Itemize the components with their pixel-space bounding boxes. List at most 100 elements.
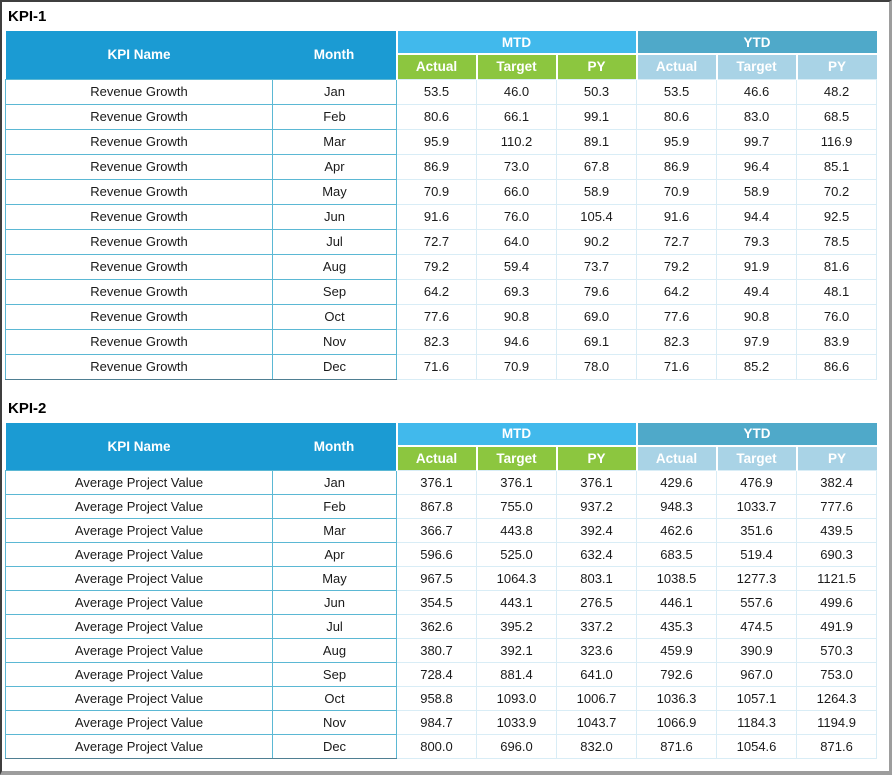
value-cell[interactable]: 67.8 <box>555 153 638 180</box>
value-cell[interactable]: 446.1 <box>636 590 718 615</box>
value-cell[interactable]: 69.3 <box>476 278 557 305</box>
value-cell[interactable]: 69.0 <box>555 303 638 330</box>
value-cell[interactable]: 82.3 <box>636 328 718 355</box>
value-cell[interactable]: 72.7 <box>636 228 718 255</box>
value-cell[interactable]: 443.1 <box>476 590 557 615</box>
value-cell[interactable]: 435.3 <box>636 614 718 639</box>
value-cell[interactable]: 881.4 <box>476 662 557 687</box>
value-cell[interactable]: 95.9 <box>396 128 477 155</box>
value-cell[interactable]: 557.6 <box>716 590 798 615</box>
value-cell[interactable]: 58.9 <box>555 178 638 205</box>
value-cell[interactable]: 96.4 <box>716 153 798 180</box>
month-cell[interactable]: Jun <box>272 204 397 230</box>
value-cell[interactable]: 474.5 <box>716 614 798 639</box>
value-cell[interactable]: 1054.6 <box>716 734 798 759</box>
kpi-name-cell[interactable]: Average Project Value <box>5 686 273 711</box>
value-cell[interactable]: 1064.3 <box>476 566 557 591</box>
value-cell[interactable]: 68.5 <box>796 103 878 130</box>
kpi-name-cell[interactable]: Revenue Growth <box>5 229 273 255</box>
month-cell[interactable]: Feb <box>272 104 397 130</box>
kpi-name-cell[interactable]: Average Project Value <box>5 542 273 567</box>
value-cell[interactable]: 337.2 <box>555 614 638 639</box>
month-cell[interactable]: Apr <box>272 154 397 180</box>
kpi-name-cell[interactable]: Average Project Value <box>5 638 273 663</box>
value-cell[interactable]: 491.9 <box>796 614 878 639</box>
value-cell[interactable]: 753.0 <box>796 662 878 687</box>
value-cell[interactable]: 1038.5 <box>636 566 718 591</box>
month-cell[interactable]: May <box>272 179 397 205</box>
value-cell[interactable]: 800.0 <box>396 734 477 759</box>
value-cell[interactable]: 49.4 <box>716 278 798 305</box>
kpi-name-cell[interactable]: Revenue Growth <box>5 354 273 380</box>
month-cell[interactable]: Jul <box>272 229 397 255</box>
kpi-name-cell[interactable]: Revenue Growth <box>5 304 273 330</box>
value-cell[interactable]: 276.5 <box>555 590 638 615</box>
value-cell[interactable]: 984.7 <box>396 710 477 735</box>
value-cell[interactable]: 48.2 <box>796 78 878 105</box>
value-cell[interactable]: 366.7 <box>396 518 477 543</box>
value-cell[interactable]: 499.6 <box>796 590 878 615</box>
value-cell[interactable]: 867.8 <box>396 494 477 519</box>
value-cell[interactable]: 76.0 <box>796 303 878 330</box>
value-cell[interactable]: 71.6 <box>396 353 477 380</box>
value-cell[interactable]: 85.1 <box>796 153 878 180</box>
value-cell[interactable]: 376.1 <box>555 470 638 495</box>
value-cell[interactable]: 53.5 <box>396 78 477 105</box>
kpi-name-cell[interactable]: Average Project Value <box>5 710 273 735</box>
value-cell[interactable]: 937.2 <box>555 494 638 519</box>
month-cell[interactable]: Jan <box>272 470 397 495</box>
kpi-name-cell[interactable]: Average Project Value <box>5 566 273 591</box>
value-cell[interactable]: 1093.0 <box>476 686 557 711</box>
value-cell[interactable]: 1066.9 <box>636 710 718 735</box>
value-cell[interactable]: 80.6 <box>396 103 477 130</box>
value-cell[interactable]: 94.4 <box>716 203 798 230</box>
value-cell[interactable]: 91.6 <box>636 203 718 230</box>
month-cell[interactable]: Oct <box>272 686 397 711</box>
value-cell[interactable]: 1036.3 <box>636 686 718 711</box>
value-cell[interactable]: 94.6 <box>476 328 557 355</box>
value-cell[interactable]: 53.5 <box>636 78 718 105</box>
value-cell[interactable]: 1057.1 <box>716 686 798 711</box>
value-cell[interactable]: 86.6 <box>796 353 878 380</box>
value-cell[interactable]: 1033.7 <box>716 494 798 519</box>
value-cell[interactable]: 443.8 <box>476 518 557 543</box>
value-cell[interactable]: 85.2 <box>716 353 798 380</box>
value-cell[interactable]: 77.6 <box>636 303 718 330</box>
value-cell[interactable]: 380.7 <box>396 638 477 663</box>
kpi-name-cell[interactable]: Average Project Value <box>5 494 273 519</box>
month-cell[interactable]: Nov <box>272 329 397 355</box>
month-cell[interactable]: Dec <box>272 734 397 759</box>
kpi-name-cell[interactable]: Revenue Growth <box>5 254 273 280</box>
value-cell[interactable]: 46.0 <box>476 78 557 105</box>
kpi-name-cell[interactable]: Revenue Growth <box>5 129 273 155</box>
value-cell[interactable]: 83.0 <box>716 103 798 130</box>
value-cell[interactable]: 89.1 <box>555 128 638 155</box>
kpi-name-cell[interactable]: Average Project Value <box>5 518 273 543</box>
month-cell[interactable]: Sep <box>272 662 397 687</box>
value-cell[interactable]: 596.6 <box>396 542 477 567</box>
value-cell[interactable]: 429.6 <box>636 470 718 495</box>
kpi-name-cell[interactable]: Average Project Value <box>5 614 273 639</box>
kpi-name-cell[interactable]: Average Project Value <box>5 734 273 759</box>
value-cell[interactable]: 105.4 <box>555 203 638 230</box>
value-cell[interactable]: 525.0 <box>476 542 557 567</box>
kpi-name-cell[interactable]: Revenue Growth <box>5 279 273 305</box>
value-cell[interactable]: 1121.5 <box>796 566 878 591</box>
value-cell[interactable]: 1184.3 <box>716 710 798 735</box>
month-cell[interactable]: Mar <box>272 129 397 155</box>
value-cell[interactable]: 92.5 <box>796 203 878 230</box>
value-cell[interactable]: 64.2 <box>636 278 718 305</box>
month-cell[interactable]: Sep <box>272 279 397 305</box>
value-cell[interactable]: 376.1 <box>396 470 477 495</box>
value-cell[interactable]: 395.2 <box>476 614 557 639</box>
value-cell[interactable]: 70.9 <box>396 178 477 205</box>
value-cell[interactable]: 351.6 <box>716 518 798 543</box>
value-cell[interactable]: 1033.9 <box>476 710 557 735</box>
month-cell[interactable]: Aug <box>272 638 397 663</box>
value-cell[interactable]: 91.6 <box>396 203 477 230</box>
value-cell[interactable]: 50.3 <box>555 78 638 105</box>
value-cell[interactable]: 99.1 <box>555 103 638 130</box>
kpi-name-cell[interactable]: Revenue Growth <box>5 78 273 105</box>
value-cell[interactable]: 66.1 <box>476 103 557 130</box>
value-cell[interactable]: 90.8 <box>476 303 557 330</box>
